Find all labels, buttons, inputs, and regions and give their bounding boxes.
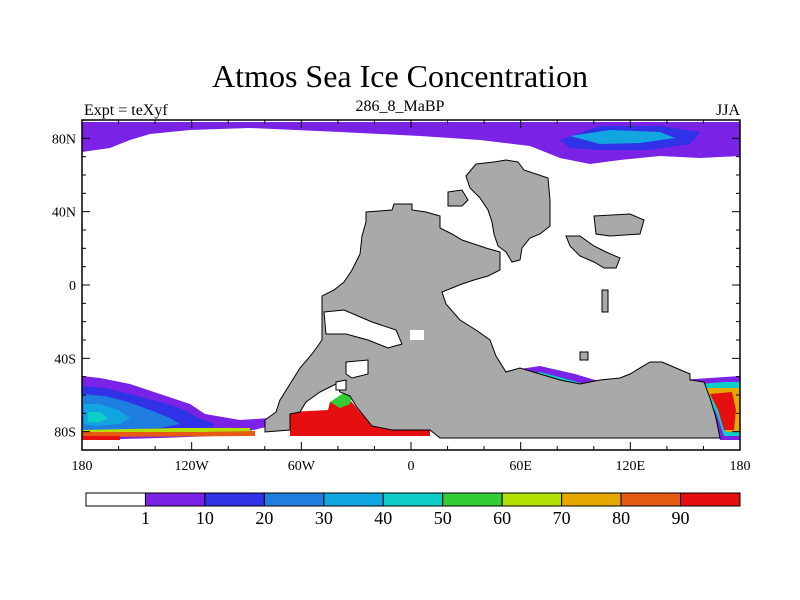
inlet-b bbox=[345, 359, 369, 379]
y-tick-label: 0 bbox=[69, 279, 76, 294]
weddell-ice bbox=[290, 400, 430, 436]
x-tick-label: 0 bbox=[408, 459, 415, 474]
colorbar-swatch bbox=[561, 492, 622, 507]
land-island-b bbox=[593, 213, 645, 237]
land-layer bbox=[264, 159, 721, 439]
colorbar-label: 1 bbox=[141, 508, 150, 528]
colorbar-label: 60 bbox=[493, 508, 511, 528]
experiment-label: Expt = teXyf bbox=[84, 102, 168, 119]
y-tick-label: 80N bbox=[52, 132, 76, 147]
y-tick-label: 40N bbox=[52, 206, 76, 221]
land-main bbox=[264, 203, 721, 439]
land-island-e bbox=[579, 351, 589, 361]
ross-ice-core bbox=[710, 392, 736, 430]
land-island-a bbox=[447, 189, 469, 207]
colorbar-label: 20 bbox=[255, 508, 273, 528]
arctic-ice-core bbox=[570, 130, 675, 144]
colorbar-label: 50 bbox=[434, 508, 452, 528]
colorbar-swatch bbox=[501, 492, 563, 507]
ocean-inlets bbox=[323, 309, 403, 391]
x-tick-label: 120W bbox=[175, 459, 210, 474]
colorbar-swatch bbox=[85, 492, 146, 507]
colorbar-swatch bbox=[144, 492, 206, 507]
x-tick-label: 120E bbox=[616, 459, 646, 474]
x-tick-label: 180 bbox=[730, 459, 751, 474]
period-label: 286_8_MaBP bbox=[355, 98, 445, 115]
colorbar-label: 10 bbox=[196, 508, 214, 528]
colorbar-swatch bbox=[323, 492, 384, 507]
colorbar: 1 10 20 30 40 50 60 70 80 90 bbox=[85, 492, 741, 528]
colorbar-swatch bbox=[442, 492, 503, 507]
colorbar-swatch bbox=[382, 492, 444, 507]
pacific-ice-rim bbox=[82, 431, 255, 437]
season-label: JJA bbox=[715, 102, 740, 119]
x-tick-label: 180 bbox=[72, 459, 93, 474]
colorbar-label: 30 bbox=[315, 508, 333, 528]
colorbar-swatch bbox=[263, 492, 325, 507]
x-tick-label: 60E bbox=[509, 459, 532, 474]
land-island-f bbox=[410, 330, 424, 340]
land-north bbox=[465, 159, 551, 263]
colorbar-label: 80 bbox=[612, 508, 630, 528]
weddell-ice-edge bbox=[330, 392, 352, 408]
pacific-ice-coast bbox=[82, 436, 120, 440]
colorbar-swatch bbox=[204, 492, 265, 507]
arctic-ice bbox=[82, 122, 740, 164]
x-tick-label: 60W bbox=[288, 459, 316, 474]
page-title: Atmos Sea Ice Concentration bbox=[212, 58, 588, 94]
y-tick-label: 80S bbox=[54, 426, 76, 441]
colorbar-swatch bbox=[620, 492, 682, 507]
colorbar-label: 90 bbox=[672, 508, 690, 528]
land-island-d bbox=[601, 289, 609, 313]
colorbar-label: 40 bbox=[374, 508, 392, 528]
land-island-c bbox=[565, 235, 621, 269]
inlet-a bbox=[323, 309, 403, 349]
colorbar-label: 70 bbox=[553, 508, 571, 528]
axis-ticks: 80N 40N 0 40S 80S 180 120W 60W 0 60E 120E 180 bbox=[52, 119, 751, 474]
pacific-ice-band5 bbox=[88, 412, 108, 422]
inlet-c bbox=[335, 379, 347, 391]
colorbar-swatch bbox=[680, 492, 741, 507]
y-tick-label: 40S bbox=[54, 352, 76, 367]
